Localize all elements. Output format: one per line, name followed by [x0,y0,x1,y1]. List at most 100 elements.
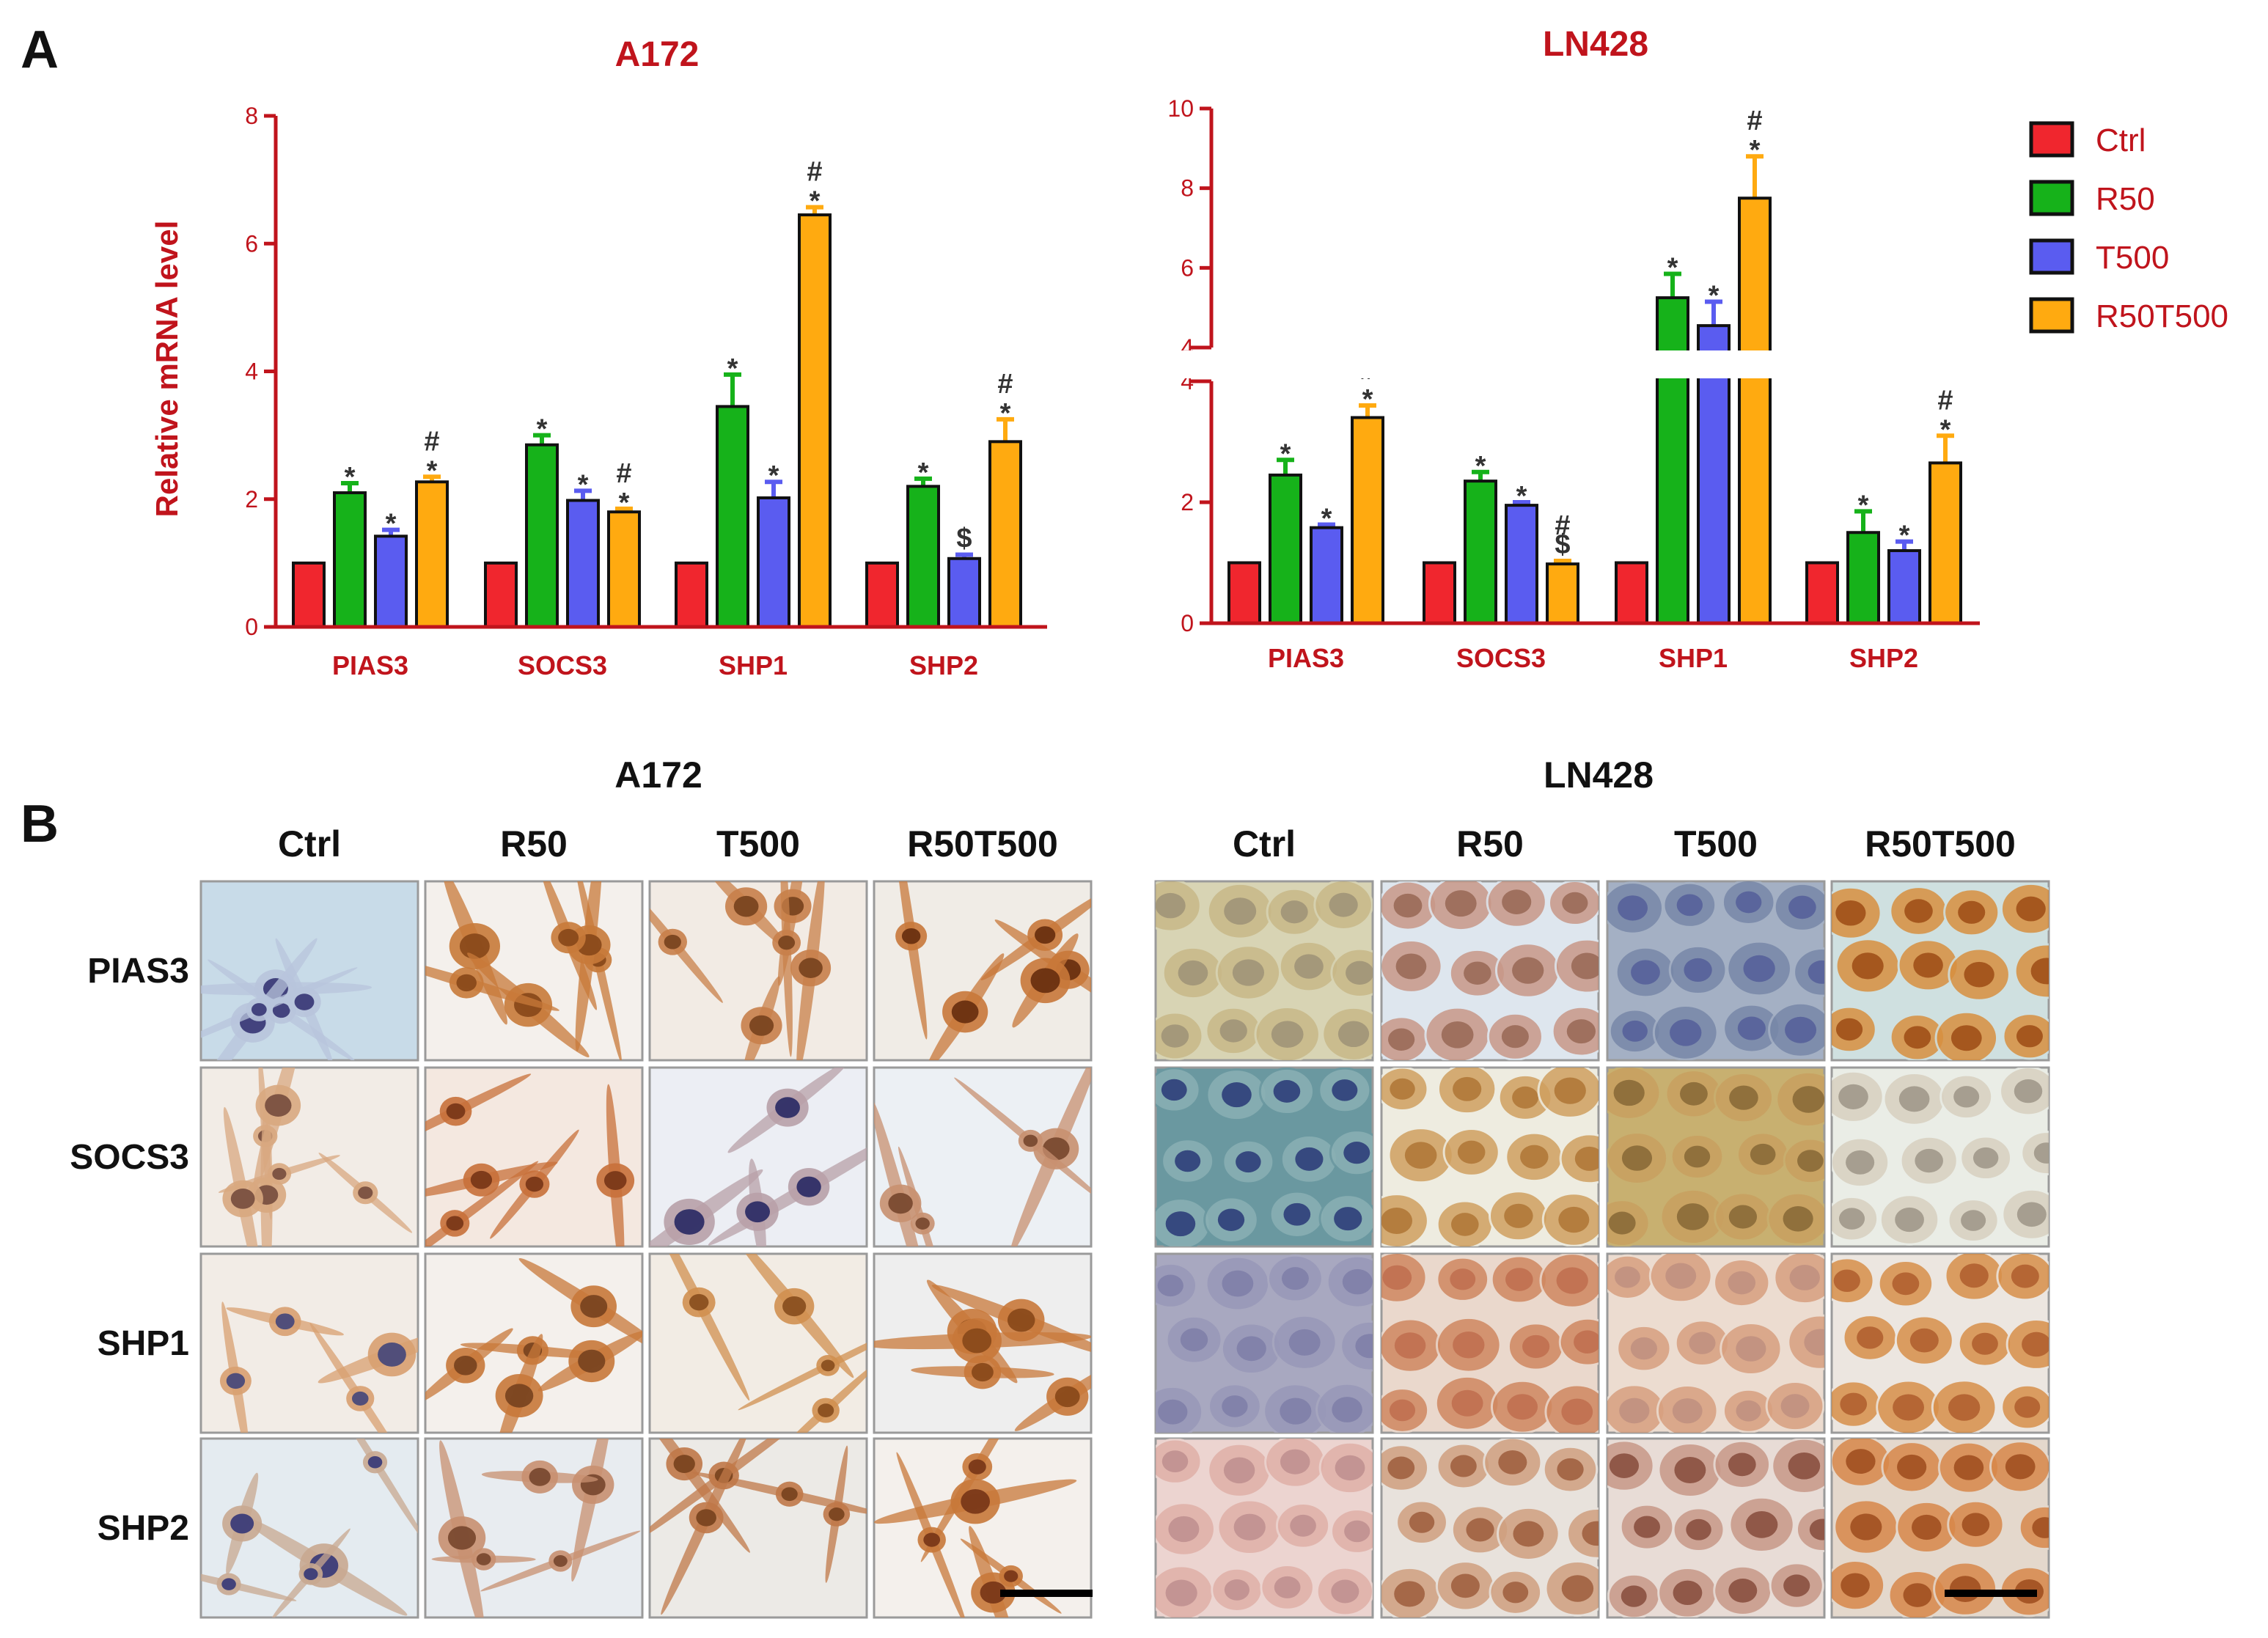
micrograph-ln428-socs3-r50 [1380,1066,1600,1248]
bar-r50t500-shp2 [1928,461,1962,625]
error-bar [1365,405,1370,418]
bar-ctrl-shp2 [865,561,899,628]
x-category-label: SHP1 [719,650,788,680]
bars-ln428: ***#**$#***#***# [1227,106,1962,625]
y-axis-label: Relative mRNA level [150,221,184,518]
x-categories-ln428: PIAS3 SOCS3 SHP1 SHP2 [1268,643,1918,673]
column-header: R50T500 [907,823,1058,864]
y-tick-label: 8 [245,103,258,129]
micrograph-ln428-pias3-ctrl [1154,880,1374,1062]
error-bar [1670,273,1675,298]
micrograph-ln428-shp1-t500 [1606,1252,1826,1434]
y-tick-label: 2 [1181,489,1194,515]
panel-a-label: A [21,21,59,79]
micrograph-a172-shp2-r50t500 [873,1437,1093,1619]
micrograph-a172-pias3-r50t500 [873,880,1093,1062]
y-tick-label: 0 [245,614,258,640]
significance-mark: * [1516,481,1527,512]
column-header: T500 [716,823,800,864]
micrograph-a172-pias3-r50 [424,880,644,1062]
bar-t500-shp1 [757,496,790,628]
axis-break-gap [1173,350,1994,378]
bar-t500-shp2 [947,557,981,628]
micrograph-a172-shp1-ctrl [199,1252,419,1434]
error-bar [1478,471,1483,482]
x-category-label: SHP2 [1849,643,1918,673]
significance-mark: * [619,488,630,518]
significance-mark: * [1000,398,1011,429]
bar-r50t500-shp1 [798,213,832,628]
x-category-label: SHP1 [1659,643,1728,673]
y-tick-label: 10 [1167,95,1194,122]
micrograph-ln428-socs3-t500 [1606,1066,1826,1248]
bar-ctrl-shp1 [1615,561,1648,625]
scale-bar-ln428 [1945,1590,2037,1597]
micrograph-ln428-shp1-ctrl [1154,1252,1374,1434]
significance-mark: * [810,186,821,217]
bar-ctrl-pias3 [292,561,326,628]
bar-r50-shp2 [1846,531,1880,625]
bar-r50-shp1 [716,405,749,628]
legend-label: R50T500 [2096,298,2228,334]
error-bar [1753,156,1757,199]
x-categories-a172: PIAS3 SOCS3 SHP1 SHP2 [332,650,978,680]
bar-ctrl-shp2 [1805,561,1839,625]
error-bar [1003,419,1008,442]
x-category-label: PIAS3 [1268,643,1344,673]
significance-mark: * [1280,438,1291,469]
x-category-label: SOCS3 [1456,643,1546,673]
bar-r50-socs3 [1464,480,1497,625]
bar-r50t500-socs3 [1546,562,1579,625]
significance-mark: * [1899,521,1910,551]
significance-mark: * [578,469,589,500]
micrograph-a172-shp2-t500 [648,1437,868,1619]
bar-r50t500-pias3 [415,480,449,628]
row-header: PIAS3 [87,952,189,991]
legend-label: T500 [2096,240,2169,276]
micrograph-ln428-shp2-t500 [1606,1437,1826,1619]
chart-title-ln428: LN428 [1543,25,1648,64]
bar-t500-socs3 [1505,504,1538,625]
significance-mark: * [1362,384,1373,415]
error-bar [1711,301,1716,326]
significance-mark: # [997,369,1013,400]
chart-title-a172: A172 [615,35,700,74]
bar-ctrl-pias3 [1227,561,1261,625]
bar-t500-pias3 [1310,526,1343,625]
column-header: T500 [1674,823,1758,864]
micrograph-a172-shp1-r50 [424,1252,644,1434]
significance-mark: * [345,462,356,493]
error-bar [348,482,352,493]
significance-mark: $ [956,524,972,554]
scale-bar-a172 [1000,1590,1093,1597]
significance-mark: * [1667,252,1678,283]
legend-swatch-r50 [2029,180,2074,216]
bar-ctrl-socs3 [1423,561,1456,625]
y-tick-label: 6 [1181,254,1194,281]
micrograph-ln428-socs3-r50t500 [1830,1066,2050,1248]
error-bar [581,491,585,501]
micrograph-a172-pias3-t500 [648,880,868,1062]
error-bar [540,435,544,445]
error-bar [730,374,735,407]
column-header: Ctrl [1233,823,1296,864]
x-category-label: SOCS3 [518,650,607,680]
panel-b-label: B [21,795,59,853]
bars-a172: ***# ***#***#*$*# [292,157,1022,629]
bar-r50t500-shp2 [988,440,1022,629]
significance-mark: * [768,460,779,491]
error-bar [921,478,925,487]
micrograph-ln428-shp1-r50 [1380,1252,1600,1434]
group-title: LN428 [1544,754,1654,796]
x-category-label: PIAS3 [332,650,408,680]
micrograph-a172-socs3-t500 [648,1066,868,1248]
bar-r50-socs3 [525,443,559,628]
y-tick-label: 8 [1181,175,1194,202]
error-bar [389,529,393,537]
micrograph-a172-socs3-r50 [424,1066,644,1248]
significance-mark: $ [1555,529,1570,560]
